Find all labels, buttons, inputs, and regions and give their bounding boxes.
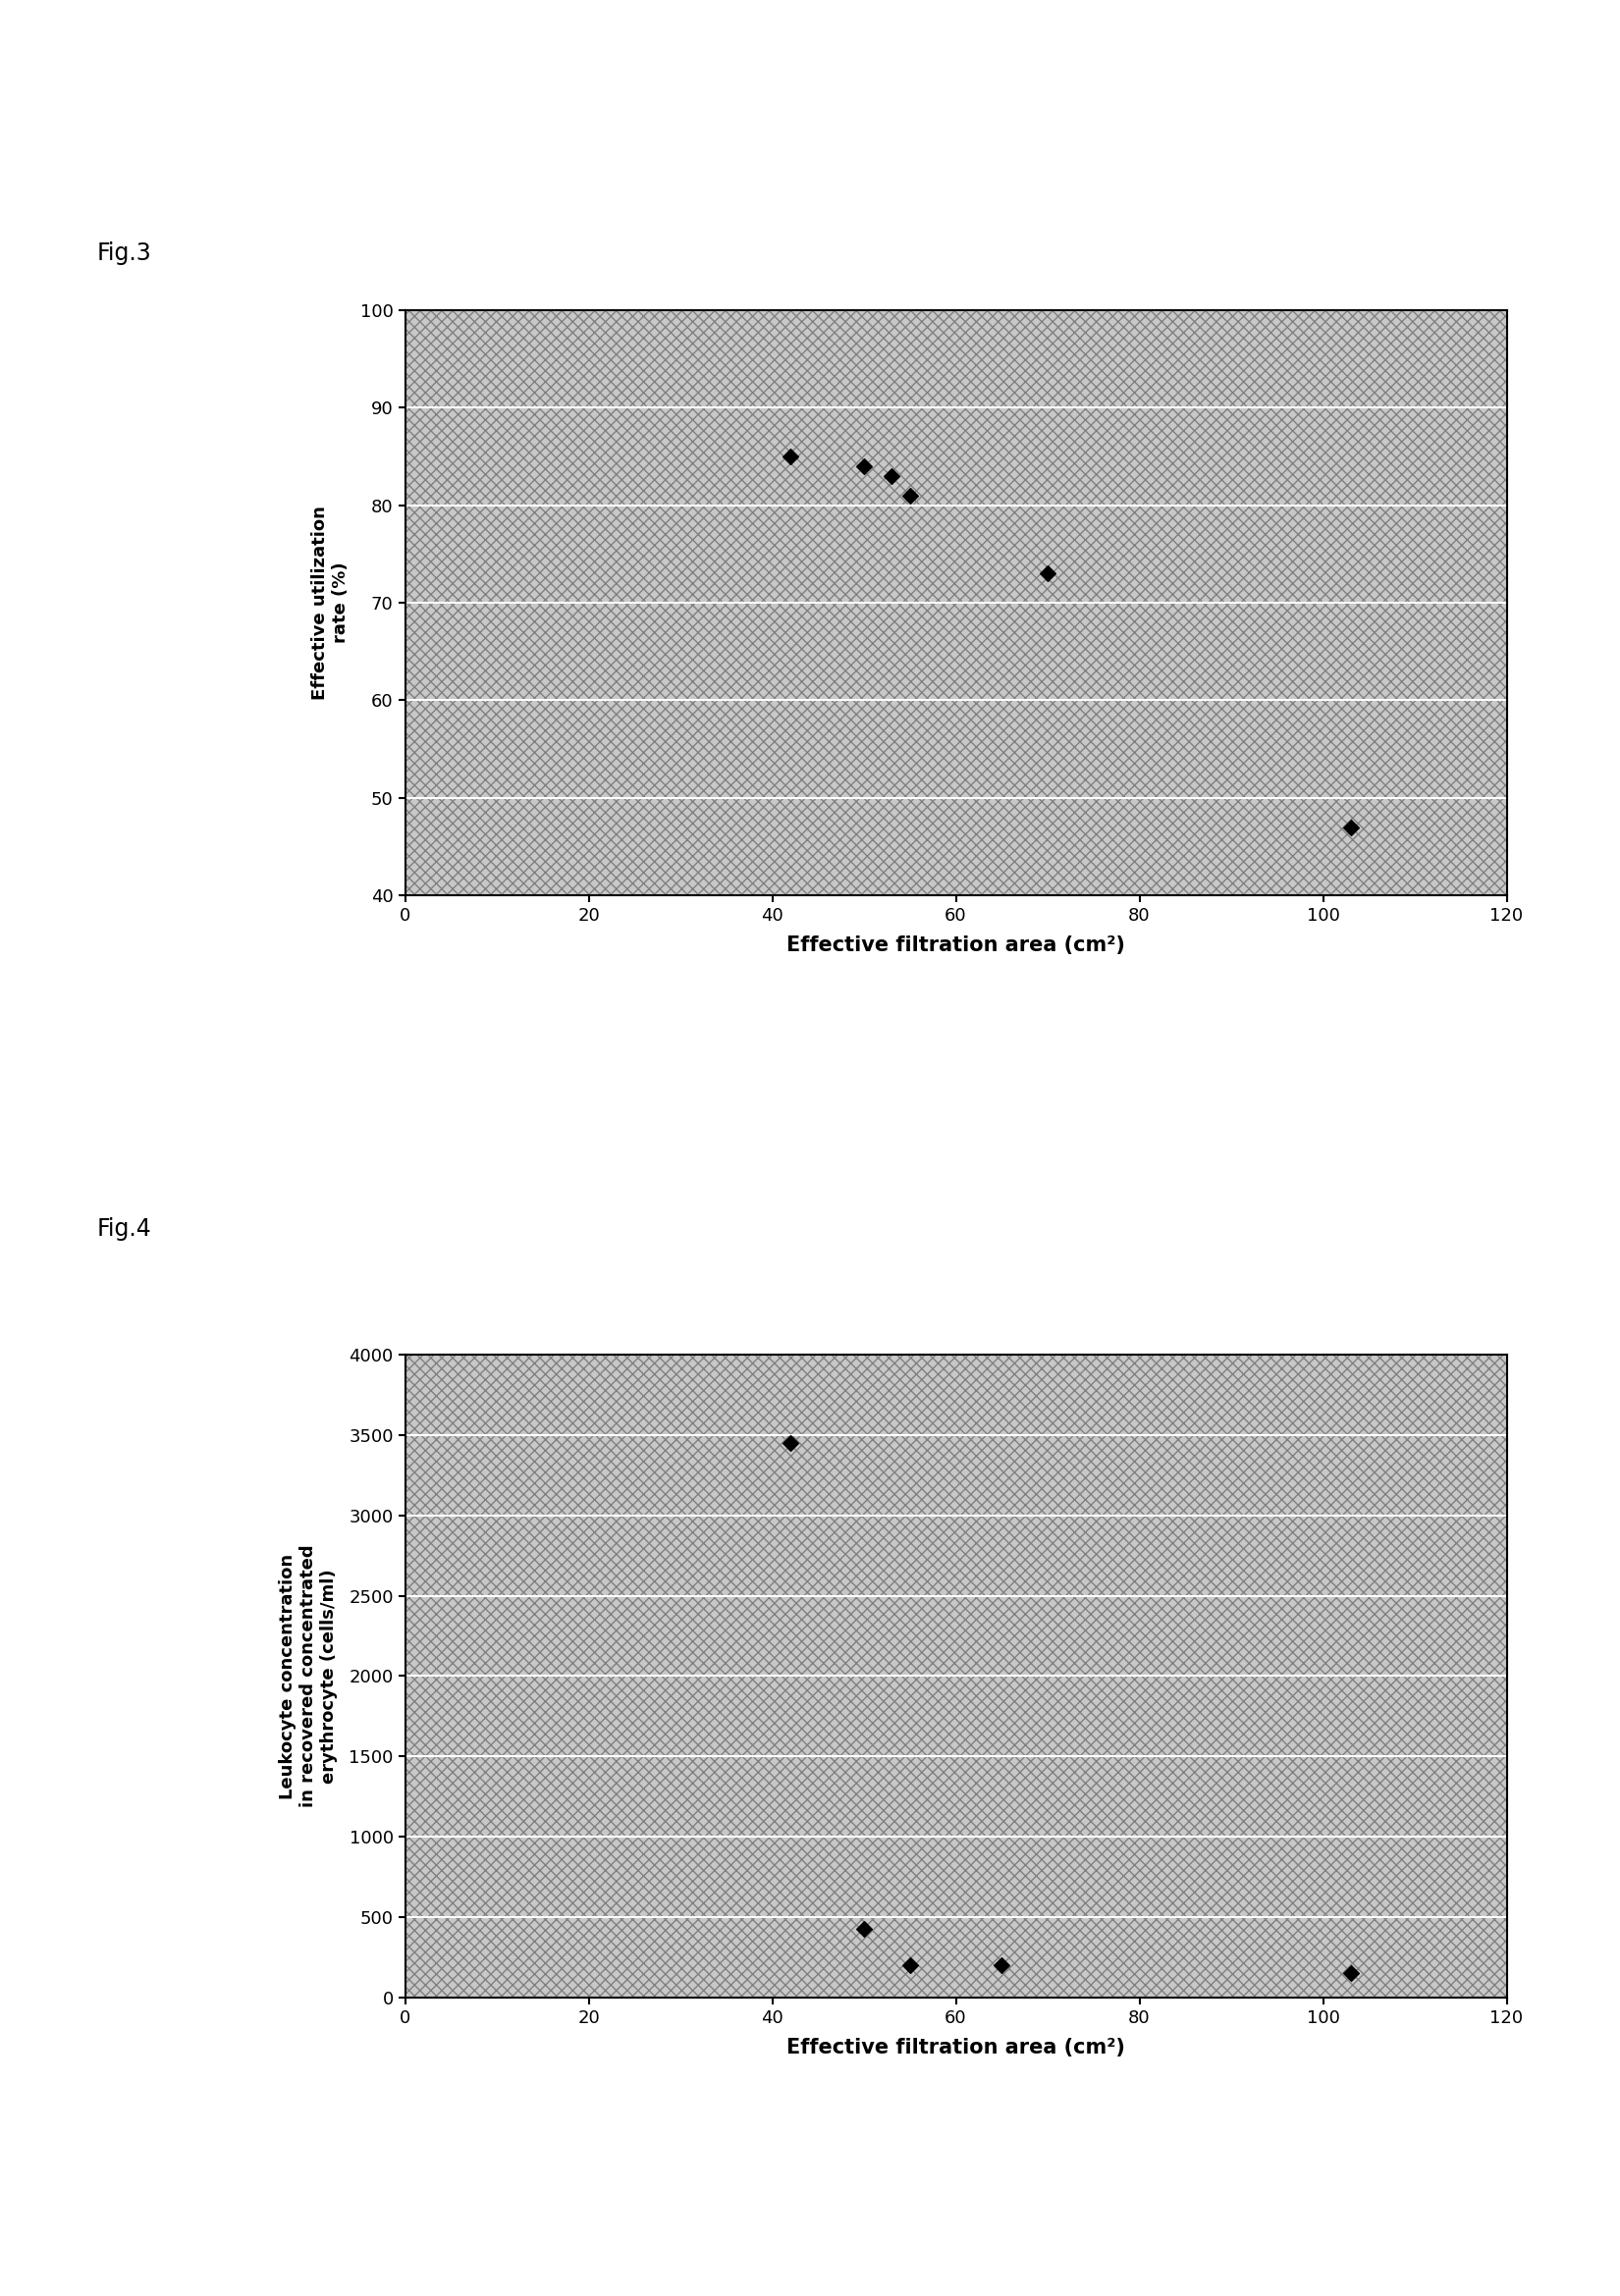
- Text: Fig.4: Fig.4: [97, 1217, 152, 1240]
- Point: [1035, 556, 1061, 592]
- Text: Fig.3: Fig.3: [97, 241, 152, 264]
- Point: [778, 1424, 804, 1463]
- Point: [850, 448, 876, 484]
- Point: [878, 457, 904, 494]
- Y-axis label: Leukocyte concentration
in recovered concentrated
erythrocyte (cells/ml): Leukocyte concentration in recovered con…: [279, 1545, 339, 1807]
- Point: [897, 478, 923, 514]
- Point: [897, 1947, 923, 1984]
- Point: [1338, 808, 1364, 845]
- Y-axis label: Effective utilization
rate (%): Effective utilization rate (%): [311, 505, 350, 700]
- X-axis label: Effective filtration area (cm²): Effective filtration area (cm²): [786, 2037, 1126, 2057]
- X-axis label: Effective filtration area (cm²): Effective filtration area (cm²): [786, 934, 1126, 955]
- Point: [850, 1910, 876, 1947]
- Point: [778, 439, 804, 475]
- Point: [988, 1947, 1014, 1984]
- Point: [1338, 1956, 1364, 1993]
